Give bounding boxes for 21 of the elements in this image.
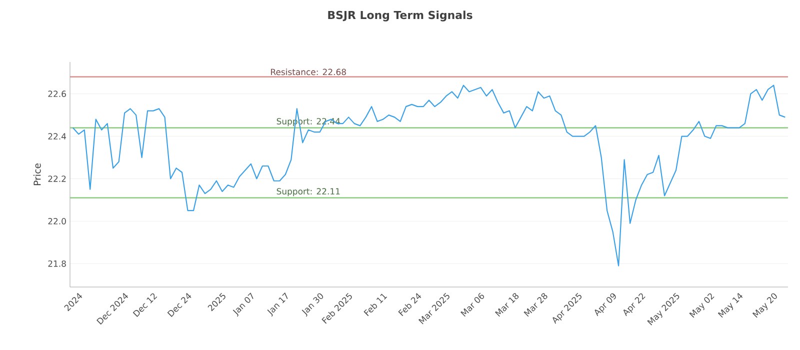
x-tick-label: Jan 07 — [232, 292, 254, 317]
x-tick-label: Apr 09 — [594, 293, 616, 316]
x-tick-label: Mar 28 — [524, 293, 548, 317]
x-tick-label: Mar 06 — [460, 292, 484, 317]
y-tick-label: 22.0 — [48, 218, 66, 224]
x-tick-label: Dec 12 — [132, 293, 158, 317]
y-tick-label: 22.2 — [48, 176, 66, 182]
x-tick-label: Feb 24 — [398, 293, 422, 316]
y-tick-label: 21.8 — [48, 260, 66, 267]
x-tick-label: Feb 11 — [364, 294, 388, 316]
ref-line-label: Support: 22.11 — [276, 188, 340, 196]
x-tick-label: Jan 30 — [302, 293, 324, 317]
y-tick-label: 22.4 — [48, 133, 66, 140]
x-tick-label: Mar 18 — [495, 293, 519, 317]
y-tick-label: 22.6 — [48, 90, 66, 98]
x-tick-label: Apr 22 — [623, 293, 646, 316]
x-tick-label: Dec 24 — [167, 293, 192, 317]
x-tick-label: Jan 17 — [267, 292, 288, 317]
chart-title: BSJR Long Term Signals — [328, 10, 472, 22]
ref-line-label: Resistance: 22.68 — [271, 68, 346, 76]
y-axis-title: Price — [33, 163, 41, 186]
